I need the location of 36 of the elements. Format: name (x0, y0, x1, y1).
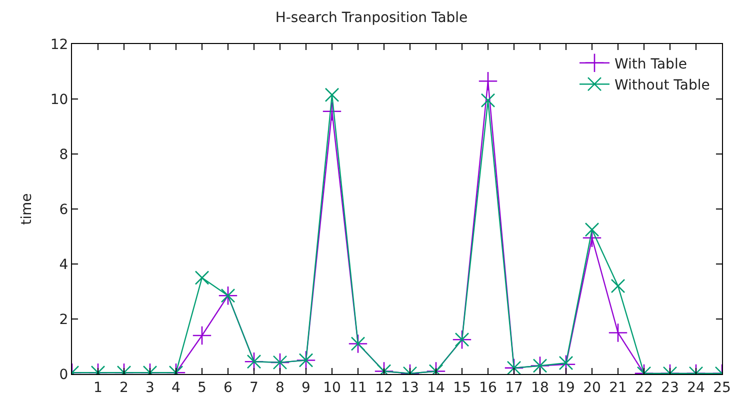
x-tick-label: 8 (276, 380, 284, 396)
legend-label: With Table (614, 56, 687, 72)
x-tick-label: 2 (120, 380, 128, 396)
x-tick-label: 15 (453, 380, 471, 396)
x-tick-label: 14 (427, 380, 445, 396)
x-tick-label: 17 (505, 380, 523, 396)
x-tick-label: 7 (250, 380, 258, 396)
x-tick-label: 11 (349, 380, 367, 396)
y-tick-label: 6 (59, 202, 68, 218)
y-tick-label: 0 (59, 366, 68, 383)
y-tick-label: 10 (50, 92, 68, 108)
x-tick-label: 21 (609, 380, 627, 396)
x-tick-label: 23 (661, 380, 679, 396)
y-axis-title: time (18, 193, 35, 225)
x-tick-label: 16 (479, 380, 497, 396)
x-tick-label: 3 (146, 380, 154, 396)
y-tick-label: 2 (59, 312, 68, 328)
x-tick-label: 13 (401, 380, 419, 396)
y-tick-label: 8 (59, 146, 68, 163)
x-tick-label: 12 (375, 380, 393, 396)
x-tick-label: 10 (323, 380, 341, 396)
x-tick-label: 1 (94, 380, 102, 396)
x-tick-label: 20 (583, 380, 601, 396)
x-tick-label: 22 (635, 380, 653, 396)
y-tick-label: 4 (59, 256, 68, 273)
x-tick-label: 4 (172, 380, 181, 396)
x-tick-label: 24 (687, 380, 705, 396)
x-tick-label: 19 (557, 380, 575, 396)
x-tick-label: 6 (224, 380, 233, 396)
y-tick-label: 12 (50, 36, 68, 53)
legend-label: Without Table (614, 78, 710, 94)
x-tick-label: 9 (302, 380, 310, 396)
x-tick-label: 18 (531, 380, 549, 396)
x-tick-label: 5 (198, 380, 206, 396)
chart-title: H-search Tranposition Table (275, 10, 468, 26)
x-tick-label: 25 (713, 380, 731, 396)
